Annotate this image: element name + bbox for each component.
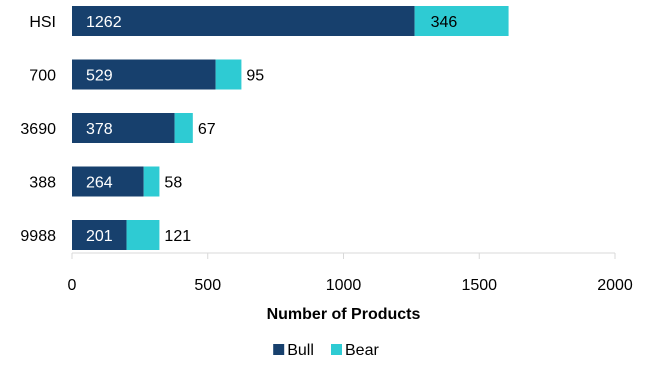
bar-bull <box>72 166 144 197</box>
legend-label-bull: Bull <box>287 342 314 359</box>
category-labels: HSI 700 3690 388 9988 <box>20 14 56 245</box>
bar-bear <box>414 6 509 36</box>
bar-bull <box>72 59 216 90</box>
category-label: 9988 <box>20 228 56 245</box>
x-axis-title: Number of Products <box>267 306 421 323</box>
legend-swatch-bear <box>331 344 342 355</box>
bar-bear <box>174 113 193 143</box>
category-label: 3690 <box>20 121 56 138</box>
value-label-bull: 1262 <box>86 14 122 31</box>
bar-bear <box>126 220 160 250</box>
value-label-bear: 95 <box>246 68 264 85</box>
bar-bull <box>72 220 127 250</box>
value-label-bull: 264 <box>86 175 113 192</box>
legend-swatch-bull <box>273 344 285 355</box>
bar-bear <box>143 166 160 197</box>
x-tick-label: 1000 <box>326 277 362 294</box>
x-tick-label: 0 <box>68 277 77 294</box>
x-tick-label: 500 <box>194 277 221 294</box>
value-label-bear: 121 <box>164 228 191 245</box>
value-label-bear: 58 <box>164 175 182 192</box>
category-label: 388 <box>29 175 56 192</box>
legend: Bull Bear <box>273 342 379 359</box>
x-tick-label: 1500 <box>461 277 497 294</box>
bar-bull <box>72 6 415 36</box>
bar-bull <box>72 113 175 143</box>
value-label-bear: 346 <box>431 14 458 31</box>
bars <box>72 6 509 250</box>
legend-label-bear: Bear <box>345 342 379 359</box>
value-label-bull: 529 <box>86 68 113 85</box>
value-label-bull: 378 <box>86 121 113 138</box>
category-label: 700 <box>29 68 56 85</box>
value-label-bear: 67 <box>198 121 216 138</box>
x-tick-label: 2000 <box>597 277 633 294</box>
bar-bear <box>215 59 242 90</box>
category-label: HSI <box>29 14 56 31</box>
value-label-bull: 201 <box>86 228 113 245</box>
data-labels: 1262 346 529 95 378 67 264 58 201 121 <box>86 14 457 245</box>
x-axis: 0 500 1000 1500 2000 <box>68 252 633 294</box>
